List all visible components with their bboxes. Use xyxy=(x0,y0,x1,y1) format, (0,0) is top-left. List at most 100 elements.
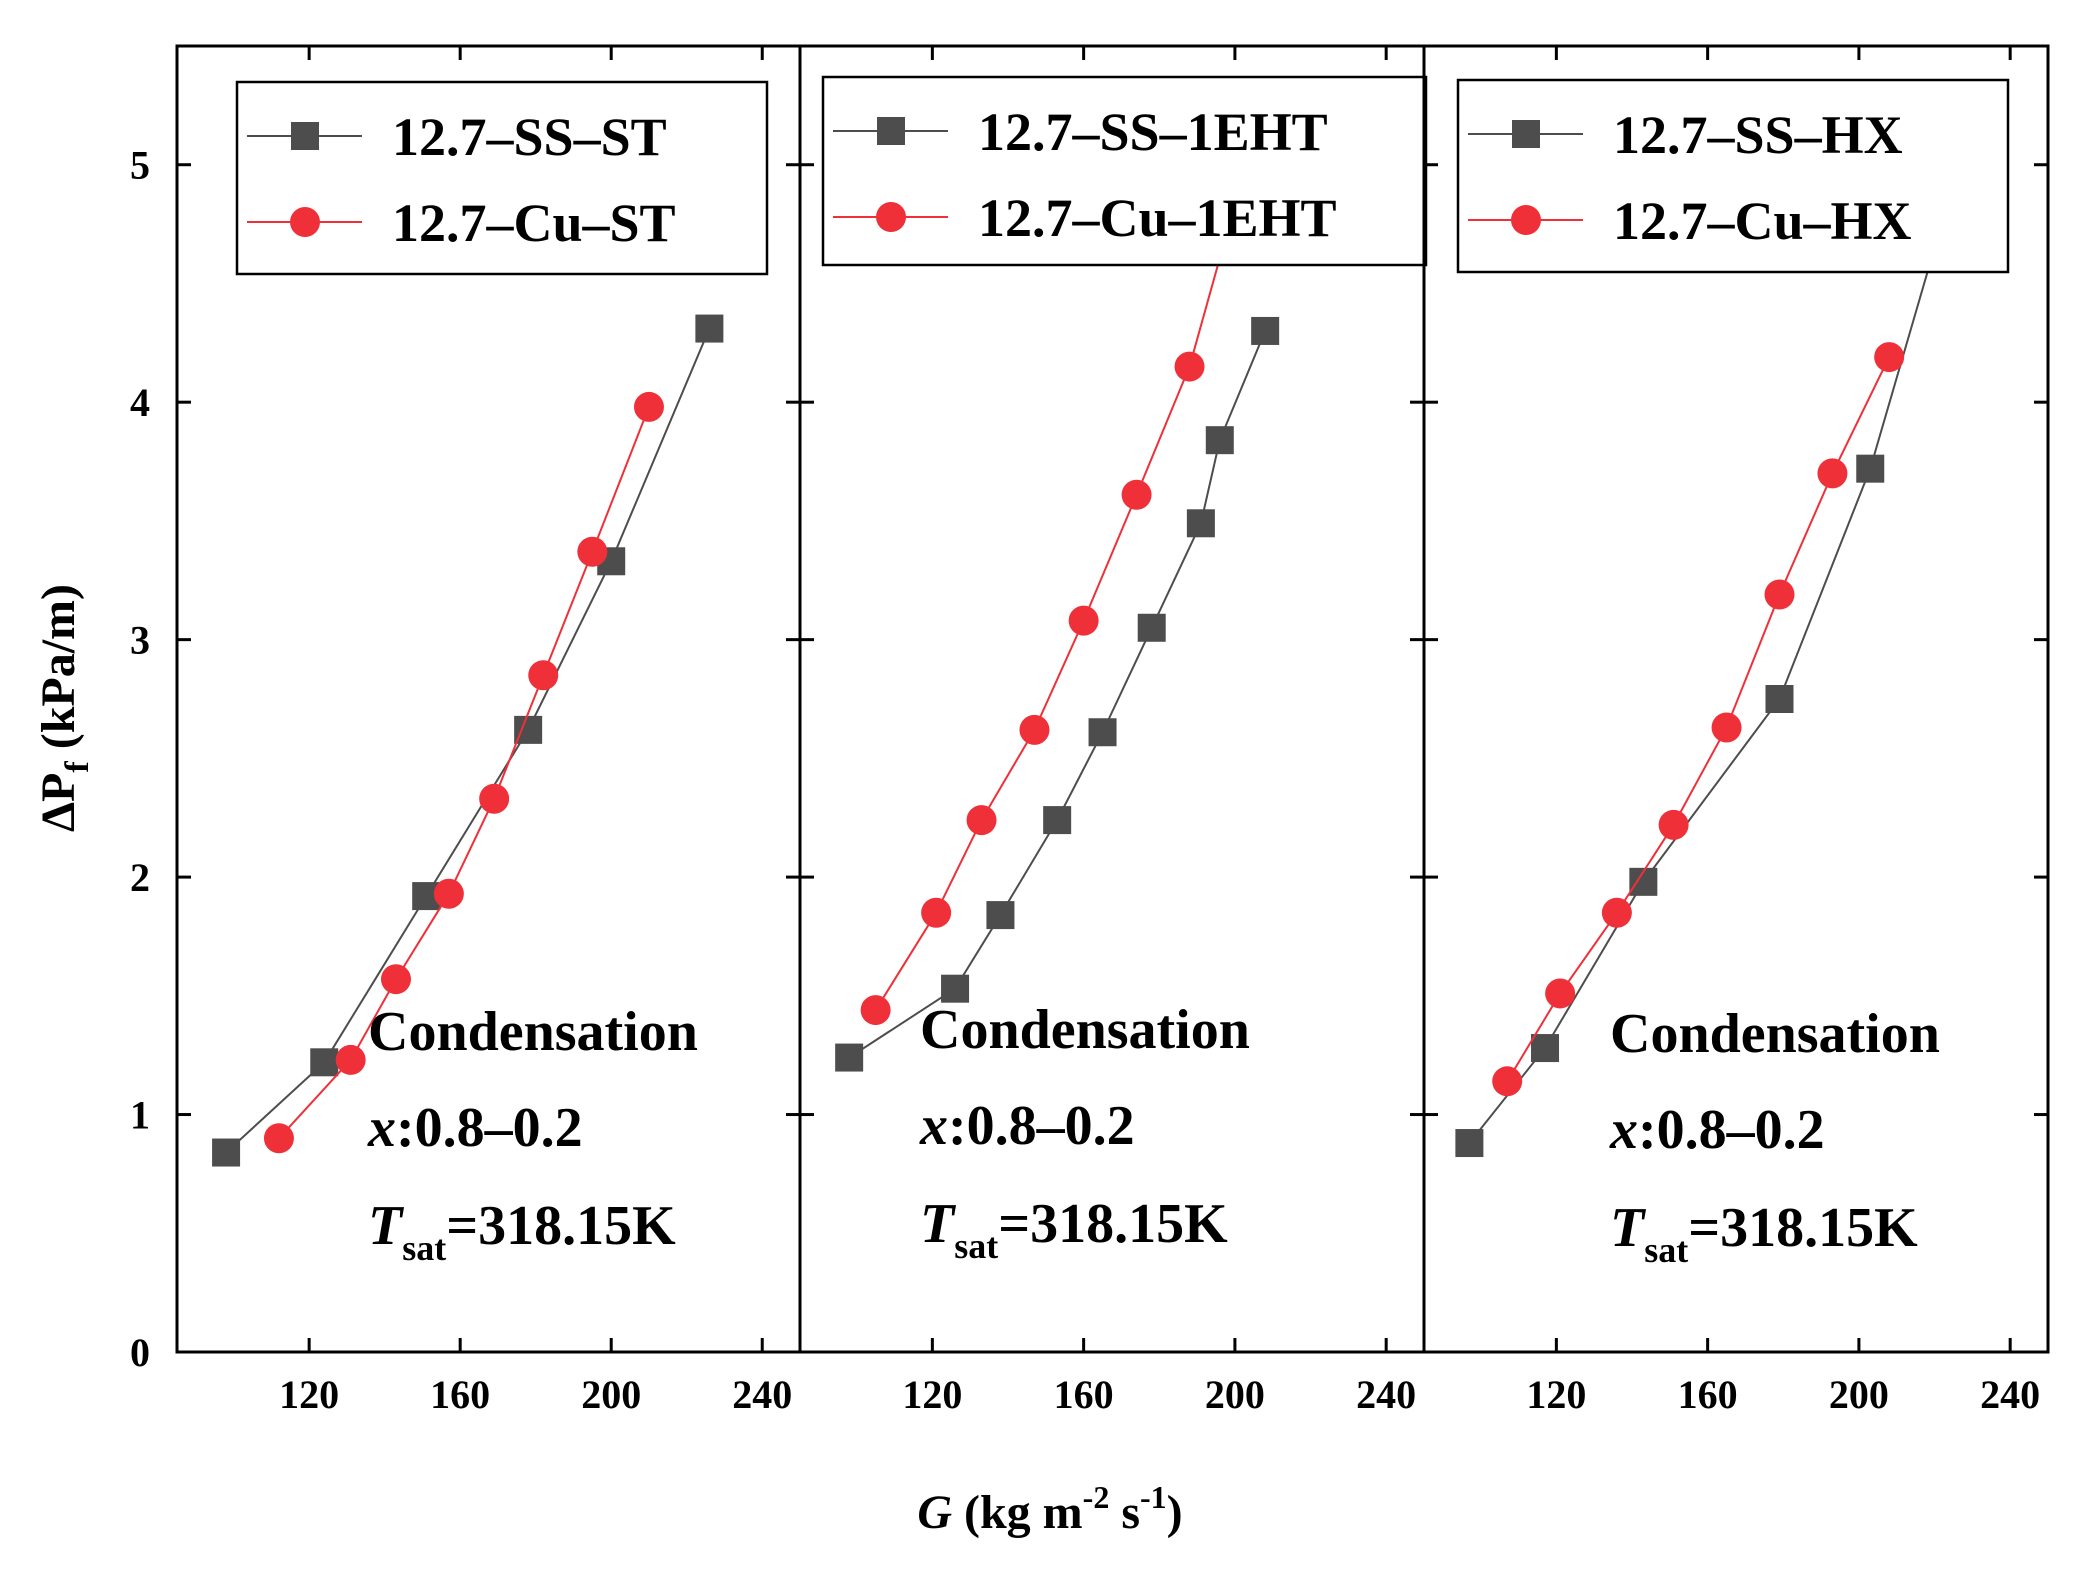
panels: 120 160 200 240 12.7–SS–ST 12.7–Cu–ST Condensa… xyxy=(175,44,2050,1417)
annotation-sub: sat xyxy=(402,1228,446,1268)
data-point xyxy=(835,1043,864,1072)
data-point xyxy=(1874,342,1905,373)
y-tick-label: 5 xyxy=(130,143,150,188)
legend-marker xyxy=(876,202,906,232)
data-point xyxy=(986,901,1015,930)
panel-frame xyxy=(1422,44,2050,1354)
panel-1: 120 160 200 240 12.7–SS–ST 12.7–Cu–ST Condensa… xyxy=(175,44,802,1417)
data-point xyxy=(1764,579,1795,610)
legend-marker xyxy=(291,122,319,150)
legend-box xyxy=(821,75,1428,267)
annotation-var-t: T xyxy=(1610,1197,1647,1259)
series-line xyxy=(1468,247,1936,1144)
data-point xyxy=(1174,351,1205,382)
series-line xyxy=(1506,356,1891,1082)
series-line xyxy=(225,328,711,1154)
data-point xyxy=(577,536,608,567)
y-tick-label: 4 xyxy=(130,380,150,425)
data-point xyxy=(310,1048,339,1077)
data-point xyxy=(479,783,510,814)
annotation: Condensation x:0.8–0.2 Tsat=318.15K xyxy=(1609,1003,1940,1270)
legend-label: 12.7–SS–ST xyxy=(392,107,667,167)
data-point xyxy=(1545,978,1576,1009)
legend: 12.7–SS–1EHT 12.7–Cu–1EHT xyxy=(821,75,1428,267)
y-tick-label: 0 xyxy=(130,1330,150,1375)
legend-label: 12.7–SS–HX xyxy=(1613,105,1903,165)
y-tick-label: 3 xyxy=(130,618,150,663)
annotation-line3: Tsat=318.15K xyxy=(1610,1197,1918,1270)
panel-3: 120 160 200 240 12.7–SS–HX 12.7–Cu–HX Condensa… xyxy=(1422,44,2050,1417)
data-point xyxy=(528,660,559,691)
annotation-var-x: x xyxy=(367,1097,396,1159)
x-tick-label: 160 xyxy=(430,1372,490,1417)
annotation-sub: sat xyxy=(1644,1230,1688,1270)
annotation-var-t: T xyxy=(920,1193,957,1255)
legend: 12.7–SS–ST 12.7–Cu–ST xyxy=(235,80,769,276)
x-tick-label: 120 xyxy=(902,1372,962,1417)
annotation-line1: Condensation xyxy=(368,1001,698,1063)
annotation-range: :0.8–0.2 xyxy=(948,1095,1135,1157)
annotation-line1: Condensation xyxy=(920,999,1250,1061)
y-axis-title-sub: f xyxy=(59,761,96,773)
annotation-var-x: x xyxy=(1609,1099,1638,1161)
x-tick-label: 160 xyxy=(1054,1372,1114,1417)
data-point xyxy=(335,1044,366,1075)
series-cu xyxy=(860,230,1229,1026)
data-point xyxy=(212,1138,241,1167)
x-tick-label: 200 xyxy=(1829,1372,1889,1417)
annotation-var-t: T xyxy=(368,1195,405,1257)
data-point xyxy=(433,878,464,909)
series-line xyxy=(874,230,1229,1011)
data-point xyxy=(695,314,724,343)
data-point xyxy=(1455,1129,1484,1158)
data-point xyxy=(380,964,411,995)
data-point xyxy=(1205,426,1234,455)
legend-label: 12.7–SS–1EHT xyxy=(978,102,1328,162)
data-point xyxy=(1765,685,1794,713)
legend-label: 12.7–Cu–HX xyxy=(1613,191,1912,251)
x-tick-label: 200 xyxy=(581,1372,641,1417)
series-cu xyxy=(1492,342,1905,1097)
data-point xyxy=(1121,479,1152,510)
x-tick-label: 160 xyxy=(1678,1372,1738,1417)
data-point xyxy=(966,805,997,836)
annotation: Condensation x:0.8–0.2 Tsat=318.15K xyxy=(367,1001,698,1268)
legend-label: 12.7–Cu–1EHT xyxy=(978,188,1337,248)
legend-label: 12.7–Cu–ST xyxy=(392,193,676,253)
x-axis-title: G (kg m-2 s-1) xyxy=(917,1479,1182,1539)
data-point xyxy=(860,995,891,1026)
legend-marker xyxy=(1512,120,1540,148)
x-tick-label: 240 xyxy=(732,1372,792,1417)
series-line xyxy=(848,330,1267,1059)
x-tick-label: 240 xyxy=(1356,1372,1416,1417)
annotation-line2: x:0.8–0.2 xyxy=(919,1095,1135,1157)
legend-marker xyxy=(1511,205,1541,235)
panel-2: 120 160 200 240 12.7–SS–1EHT 12.7–Cu–1EHT Cond… xyxy=(798,44,1428,1417)
x-axis-title-unit-open: (kg m xyxy=(952,1486,1083,1539)
legend: 12.7–SS–HX 12.7–Cu–HX xyxy=(1456,78,2010,274)
x-tick-label: 120 xyxy=(279,1372,339,1417)
data-point xyxy=(921,897,952,928)
annotation-range: :0.8–0.2 xyxy=(396,1097,583,1159)
legend-marker xyxy=(877,117,905,145)
data-point xyxy=(1658,809,1689,840)
legend-box xyxy=(1456,78,2010,274)
x-tick-label: 200 xyxy=(1205,1372,1265,1417)
data-point xyxy=(1088,718,1117,747)
data-point xyxy=(1251,316,1280,345)
x-axis-title-unit-close: ) xyxy=(1167,1486,1183,1539)
x-axis-title-sup1: -2 xyxy=(1083,1479,1110,1515)
data-point xyxy=(1137,613,1166,642)
series-cu xyxy=(263,391,664,1154)
annotation-range: :0.8–0.2 xyxy=(1638,1099,1825,1161)
annotation-temp: =318.15K xyxy=(998,1193,1228,1255)
y-tick-label: 2 xyxy=(130,855,150,900)
annotation-var-x: x xyxy=(919,1095,948,1157)
annotation-line3: Tsat=318.15K xyxy=(920,1193,1228,1266)
y-axis-title-main: ΔP xyxy=(32,773,85,832)
data-point xyxy=(1856,454,1885,483)
data-point xyxy=(633,391,664,422)
data-point xyxy=(1711,712,1742,743)
x-axis-title-mid: s xyxy=(1109,1486,1140,1539)
